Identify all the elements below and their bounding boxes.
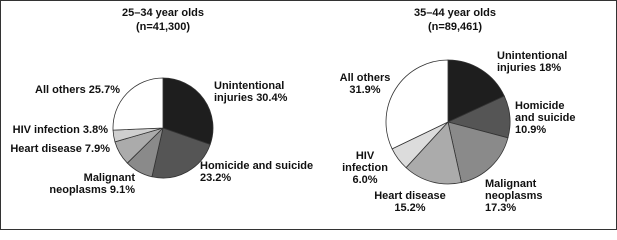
value-label: 3.8% bbox=[82, 124, 108, 136]
value-label: 23.2% bbox=[200, 172, 232, 184]
category-label: All others bbox=[35, 84, 86, 96]
value-label: 25.7% bbox=[88, 84, 120, 96]
category-label: Malignant neoplasms bbox=[49, 172, 135, 196]
slice-label: Unintentional injuries 30.4% bbox=[214, 80, 309, 104]
value-label: 10.9% bbox=[515, 124, 547, 136]
pie-slice bbox=[405, 121, 462, 185]
pie-slice bbox=[447, 59, 505, 123]
figure: 25–34 year olds (n=41,300) 35–44 year olds… bbox=[0, 0, 617, 230]
chart: 25–34 year olds (n=41,300) 35–44 year olds… bbox=[0, 0, 617, 230]
chart-subtitle: (n=41,300) bbox=[136, 21, 190, 33]
slice-label: Homicide and suicide 10.9% bbox=[515, 100, 585, 136]
category-label: Heart disease bbox=[374, 190, 446, 202]
category-label: All others bbox=[339, 72, 391, 84]
pie-slice bbox=[385, 59, 449, 150]
value-label: 17.3% bbox=[485, 202, 517, 214]
slice-label: Malignant neoplasms 17.3% bbox=[485, 178, 570, 214]
category-label: Homicide and suicide bbox=[515, 100, 576, 124]
category-label: Malignant neoplasms bbox=[485, 178, 543, 202]
category-label: HIV infection bbox=[342, 150, 388, 174]
slice-label: Homicide and suicide 23.2% bbox=[200, 160, 315, 184]
pie-slice bbox=[162, 77, 214, 146]
slice-label: Unintentional injuries 18% bbox=[497, 50, 597, 74]
slice-label: Heart disease 15.2% bbox=[370, 190, 450, 214]
value-label: 31.9% bbox=[349, 84, 381, 96]
chart-subtitle: (n=89,461) bbox=[428, 21, 482, 33]
value-label: 18% bbox=[539, 62, 562, 74]
value-label: 30.4% bbox=[256, 92, 288, 104]
value-label: 9.1% bbox=[109, 184, 135, 196]
value-label: 15.2% bbox=[394, 202, 426, 214]
category-label: Heart disease bbox=[10, 143, 82, 155]
category-label: Unintentional injuries bbox=[214, 80, 285, 104]
slice-label: HIV infection 6.0% bbox=[335, 150, 395, 186]
slice-label: Heart disease 7.9% bbox=[0, 143, 110, 155]
slice-label: All others 31.9% bbox=[330, 72, 400, 96]
pie-slice bbox=[447, 121, 509, 184]
pie-slice bbox=[112, 77, 164, 131]
category-label: Unintentional injuries bbox=[497, 50, 568, 74]
chart-title: 25–34 year olds bbox=[122, 7, 204, 19]
pie-slice bbox=[151, 127, 211, 179]
slice-label: HIV infection 3.8% bbox=[0, 124, 108, 136]
slice-label: All others 25.7% bbox=[0, 84, 120, 96]
chart-title: 35–44 year olds bbox=[414, 7, 496, 19]
category-label: HIV infection bbox=[12, 124, 80, 136]
value-label: 6.0% bbox=[352, 174, 378, 186]
category-label: Homicide and suicide bbox=[200, 160, 314, 172]
slice-label: Malignant neoplasms 9.1% bbox=[45, 172, 135, 196]
value-label: 7.9% bbox=[84, 143, 110, 155]
